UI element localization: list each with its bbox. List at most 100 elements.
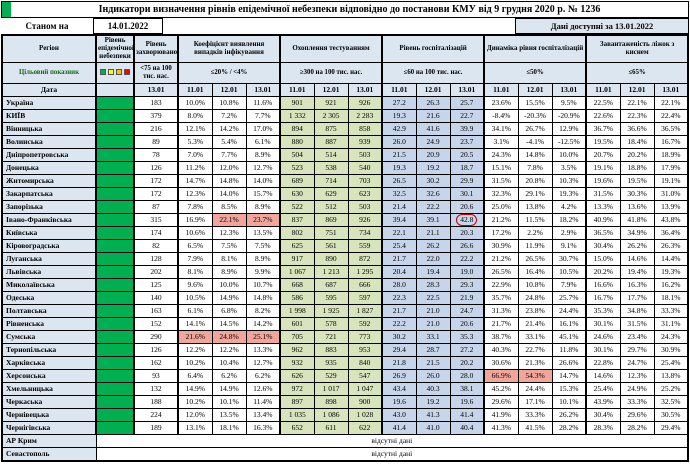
value-cell: 540 bbox=[347, 160, 383, 175]
value-cell: 21.2% bbox=[483, 212, 519, 227]
value-cell: 875 bbox=[313, 121, 349, 136]
value-cell: 13.9% bbox=[653, 199, 689, 214]
value-cell: 36.7% bbox=[585, 121, 621, 136]
value-cell: 24.3% bbox=[483, 147, 519, 162]
value-cell: 40.3 bbox=[415, 381, 451, 396]
legend-square bbox=[100, 69, 106, 76]
value-cell: 43.0 bbox=[381, 407, 417, 422]
value-cell: 1 295 bbox=[347, 264, 383, 279]
value-cell: 54.3% bbox=[517, 368, 553, 383]
region-name-cell: Чернівецька bbox=[1, 407, 97, 422]
value-cell: 16.7% bbox=[585, 290, 621, 305]
value-cell: -20.9% bbox=[551, 108, 587, 123]
value-cell: 935 bbox=[313, 355, 349, 370]
value-cell: 40.4 bbox=[449, 420, 485, 435]
value-cell: 514 bbox=[313, 147, 349, 162]
value-cell: 1 028 bbox=[347, 407, 383, 422]
value-cell: 16.6% bbox=[585, 277, 621, 292]
date-cell: 12.01 bbox=[415, 82, 451, 97]
region-name-cell: Харківська bbox=[1, 355, 97, 370]
value-cell: 20.2% bbox=[585, 264, 621, 279]
value-cell: 28.2% bbox=[619, 420, 655, 435]
value-cell: 21.7 bbox=[381, 251, 417, 266]
value-cell: 19.1% bbox=[585, 160, 621, 175]
value-cell: 503 bbox=[347, 147, 383, 162]
value-cell: 290 bbox=[133, 329, 179, 344]
value-cell: 625 bbox=[279, 238, 315, 253]
value-cell: 547 bbox=[347, 368, 383, 383]
value-cell: 20.6 bbox=[449, 316, 485, 331]
region-name-cell: Донецька bbox=[1, 160, 97, 175]
value-cell: 22.4% bbox=[653, 108, 689, 123]
value-cell: 22.2 bbox=[415, 199, 451, 214]
value-cell: 126 bbox=[133, 342, 179, 357]
value-cell: 11.8% bbox=[551, 342, 587, 357]
value-cell: 19.4% bbox=[619, 264, 655, 279]
value-cell: 41.4 bbox=[449, 407, 485, 422]
value-cell: 8.0% bbox=[177, 108, 213, 123]
value-cell: 7.7% bbox=[211, 147, 247, 162]
value-cell: 11.4% bbox=[245, 394, 281, 409]
value-cell: 883 bbox=[313, 342, 349, 357]
value-cell: 22.8% bbox=[585, 355, 621, 370]
region-name-cell: Львівська bbox=[1, 264, 97, 279]
region-name-cell: Херсонська bbox=[1, 368, 97, 383]
value-cell: 82 bbox=[133, 238, 179, 253]
value-cell: 25.4 bbox=[381, 238, 417, 253]
value-cell: 714 bbox=[313, 173, 349, 188]
value-cell: 25.1% bbox=[245, 329, 281, 344]
value-cell: 10.8% bbox=[211, 95, 247, 110]
value-cell: 41.3 bbox=[415, 407, 451, 422]
table-row: Херсонська 93 6.4% 6.2% 6.2% 626 529 547 26.9 26.… bbox=[1, 368, 689, 383]
header-date-row: Дата 13.01 11.01 12.01 13.01 11.01 12.01… bbox=[1, 82, 689, 97]
value-cell: 1 067 bbox=[279, 264, 315, 279]
region-name-cell: Житомирська bbox=[1, 173, 97, 188]
value-cell: 128 bbox=[133, 251, 179, 266]
date-cell: 12.01 bbox=[313, 82, 349, 97]
value-cell: 503 bbox=[347, 199, 383, 214]
value-cell: 66.9% bbox=[483, 368, 519, 383]
value-cell: 18.7 bbox=[449, 160, 485, 175]
value-cell: 31.3% bbox=[483, 303, 519, 318]
value-cell: 26.5% bbox=[483, 264, 519, 279]
value-cell: 20.2 bbox=[449, 355, 485, 370]
value-cell: 512 bbox=[313, 199, 349, 214]
value-cell: 10.1% bbox=[211, 394, 247, 409]
epidemic-level-cell bbox=[95, 147, 135, 162]
value-cell: 858 bbox=[347, 121, 383, 136]
value-cell: 880 bbox=[279, 134, 315, 149]
value-cell: 13.4% bbox=[245, 407, 281, 422]
value-cell: 9.6% bbox=[177, 277, 213, 292]
value-cell: 14.8% bbox=[211, 173, 247, 188]
value-cell: 16.4% bbox=[517, 264, 553, 279]
value-cell: 22.0 bbox=[415, 251, 451, 266]
value-cell: 622 bbox=[347, 420, 383, 435]
value-cell: 14.2% bbox=[211, 121, 247, 136]
value-cell: 652 bbox=[279, 420, 315, 435]
table-row: АР Крим відсутні дані bbox=[1, 433, 689, 448]
title-bar: Індикатори визначення рівнів епідемічної… bbox=[1, 1, 689, 18]
value-cell: 17.1% bbox=[517, 394, 553, 409]
value-cell: 10.0% bbox=[211, 277, 247, 292]
table-body: Україна 183 10.0% 10.8% 11.6% 901 921 926 27.2 26… bbox=[1, 95, 689, 461]
epidemic-level-cell bbox=[95, 134, 135, 149]
value-cell: 18.1% bbox=[211, 420, 247, 435]
value-cell: 901 bbox=[279, 95, 315, 110]
value-cell: 872 bbox=[347, 251, 383, 266]
value-cell: 10.2% bbox=[177, 394, 213, 409]
epidemic-level-cell bbox=[95, 173, 135, 188]
value-cell: 36.5% bbox=[585, 225, 621, 240]
value-cell: 26.2% bbox=[619, 238, 655, 253]
value-cell: 33.1 bbox=[415, 329, 451, 344]
table-row: Івано-Франківська 315 16.9% 22.1% 23.7% 837 86… bbox=[1, 212, 689, 227]
value-cell: 611 bbox=[313, 420, 349, 435]
value-cell: 30.1% bbox=[585, 316, 621, 331]
value-cell: 12.7% bbox=[245, 355, 281, 370]
table-row: Запорізька 87 7.8% 8.5% 8.9% 522 512 503 21.4 22.… bbox=[1, 199, 689, 214]
value-cell: 29.6% bbox=[619, 407, 655, 422]
value-cell: 22.5% bbox=[585, 95, 621, 110]
epidemic-level-cell bbox=[95, 368, 135, 383]
value-cell: 11.5% bbox=[517, 212, 553, 227]
value-cell: 7.9% bbox=[551, 277, 587, 292]
value-cell: 379 bbox=[133, 108, 179, 123]
